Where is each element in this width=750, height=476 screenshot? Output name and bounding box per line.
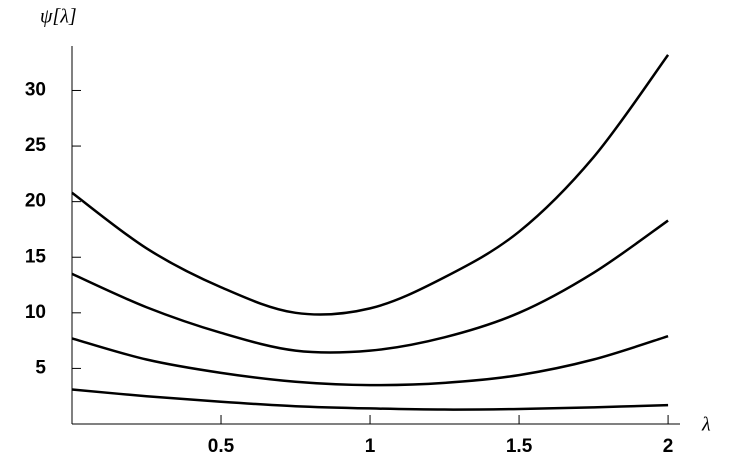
x-tick-label: 1.5 [506, 436, 533, 457]
y-axis-label: ψ[λ] [40, 6, 77, 28]
x-tick-label: 1 [365, 436, 376, 457]
x-tick-label: 2 [663, 436, 674, 457]
y-tick-label: 25 [25, 135, 47, 156]
curve [71, 219, 669, 354]
y-tick-label: 30 [25, 79, 46, 100]
y-tick-label: 5 [35, 357, 46, 378]
y-tick-label: 10 [25, 302, 46, 323]
curve [71, 388, 669, 411]
y-tick-label: 20 [25, 191, 46, 212]
y-tick-label: 15 [25, 246, 47, 267]
curve [71, 334, 669, 387]
x-axis-label: λ [701, 414, 711, 436]
x-tick-label: 0.5 [208, 436, 235, 457]
curve [71, 54, 670, 316]
